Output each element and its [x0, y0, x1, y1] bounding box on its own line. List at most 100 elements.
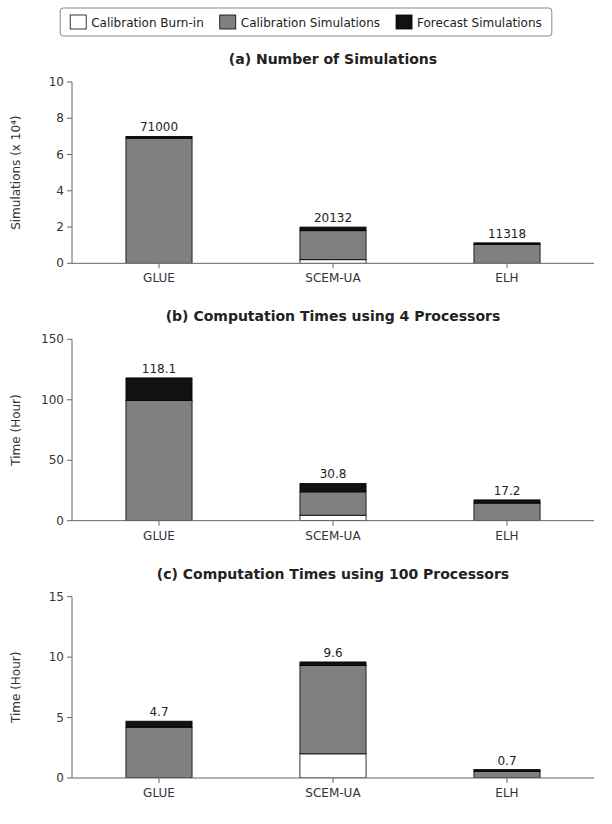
total-annotation: 17.2 — [494, 484, 521, 498]
y-tick — [67, 717, 72, 718]
y-tick — [67, 596, 72, 597]
x-tick — [333, 263, 334, 268]
y-tick-label: 100 — [41, 393, 64, 407]
y-tick — [67, 118, 72, 119]
y-tick-label: 0 — [56, 256, 64, 270]
x-tick — [159, 521, 160, 526]
y-tick — [67, 399, 72, 400]
y-tick — [67, 154, 72, 155]
x-tick-label: GLUE — [143, 786, 175, 800]
legend-label: Forecast Simulations — [417, 16, 542, 30]
x-tick-label: SCEM-UA — [305, 786, 361, 800]
y-tick — [67, 460, 72, 461]
panel: (b) Computation Times using 4 Processors… — [9, 308, 594, 542]
legend-item: Calibration Simulations — [220, 15, 380, 30]
x-tick — [159, 263, 160, 268]
bar-segment — [300, 662, 366, 666]
total-annotation: 30.8 — [320, 467, 347, 481]
x-tick-label: ELH — [495, 529, 518, 543]
y-tick — [67, 263, 72, 264]
y-axis-label: Time (Hour) — [9, 394, 23, 466]
x-tick-label: ELH — [495, 271, 518, 285]
x-tick — [507, 778, 508, 783]
bar-segment — [300, 666, 366, 754]
y-tick-label: 8 — [56, 111, 64, 125]
x-tick — [333, 521, 334, 526]
y-tick-label: 5 — [56, 711, 64, 725]
panel-title: (b) Computation Times using 4 Processors — [166, 308, 501, 324]
x-tick — [507, 263, 508, 268]
total-annotation: 0.7 — [497, 754, 516, 768]
x-tick-label: GLUE — [143, 529, 175, 543]
bar-segment — [300, 492, 366, 515]
y-tick-label: 15 — [49, 590, 64, 604]
total-annotation: 4.7 — [149, 705, 168, 719]
y-tick-label: 10 — [49, 75, 64, 89]
bar-segment — [126, 400, 192, 520]
bar-segment — [300, 231, 366, 260]
legend-item: Forecast Simulations — [396, 15, 542, 30]
panel: (c) Computation Times using 100 Processo… — [9, 566, 594, 800]
bar-segment — [126, 138, 192, 263]
background — [0, 0, 612, 824]
legend: Calibration Burn-in Calibration Simulatio… — [60, 8, 552, 36]
y-tick-label: 10 — [49, 650, 64, 664]
y-tick-label: 0 — [56, 514, 64, 528]
total-annotation: 118.1 — [142, 362, 176, 376]
legend-frame — [60, 8, 552, 36]
bar-segment — [300, 754, 366, 778]
x-tick — [159, 778, 160, 783]
legend-label: Calibration Simulations — [241, 16, 380, 30]
y-tick — [67, 82, 72, 83]
bar-segment — [300, 227, 366, 231]
bars — [126, 378, 540, 521]
total-annotation: 71000 — [140, 120, 178, 134]
y-axis-line — [72, 82, 73, 263]
bar-segment — [300, 260, 366, 264]
bars — [126, 662, 540, 778]
bar-segment — [474, 503, 540, 521]
y-tick — [67, 520, 72, 521]
legend-swatch — [396, 15, 412, 29]
chart-root: Calibration Burn-in Calibration Simulatio… — [0, 0, 612, 824]
total-annotation: 20132 — [314, 211, 352, 225]
bar-segment — [474, 770, 540, 772]
y-tick-label: 6 — [56, 148, 64, 162]
legend-item: Calibration Burn-in — [70, 15, 204, 30]
x-tick — [507, 521, 508, 526]
y-tick-label: 4 — [56, 184, 64, 198]
y-tick — [67, 190, 72, 191]
legend-swatch — [220, 15, 236, 29]
bar-segment — [474, 243, 540, 244]
bar-segment — [126, 378, 192, 400]
y-tick — [67, 339, 72, 340]
panel-title: (a) Number of Simulations — [229, 51, 437, 67]
y-tick-label: 50 — [49, 453, 64, 467]
y-axis-line — [72, 597, 73, 778]
y-tick-label: 150 — [41, 332, 64, 346]
bar-segment — [474, 500, 540, 503]
legend-label: Calibration Burn-in — [91, 16, 204, 30]
x-tick — [333, 778, 334, 783]
panel-title: (c) Computation Times using 100 Processo… — [157, 566, 509, 582]
y-axis-label: Simulations (x 10⁴) — [9, 115, 23, 229]
bar-segment — [126, 136, 192, 138]
bar-segment — [474, 771, 540, 778]
legend-swatch — [70, 15, 86, 29]
y-tick-label: 2 — [56, 220, 64, 234]
x-tick-label: SCEM-UA — [305, 271, 361, 285]
bar-segment — [126, 727, 192, 778]
total-annotation: 11318 — [488, 227, 526, 241]
bars — [126, 136, 540, 263]
bar-segment — [126, 721, 192, 727]
x-tick-label: SCEM-UA — [305, 529, 361, 543]
bar-segment — [300, 483, 366, 491]
y-axis-label: Time (Hour) — [9, 652, 23, 724]
y-tick — [67, 657, 72, 658]
x-tick-label: ELH — [495, 786, 518, 800]
bar-segment — [300, 515, 366, 520]
y-tick-label: 0 — [56, 771, 64, 785]
y-tick — [67, 227, 72, 228]
x-tick-label: GLUE — [143, 271, 175, 285]
total-annotation: 9.6 — [323, 646, 342, 660]
